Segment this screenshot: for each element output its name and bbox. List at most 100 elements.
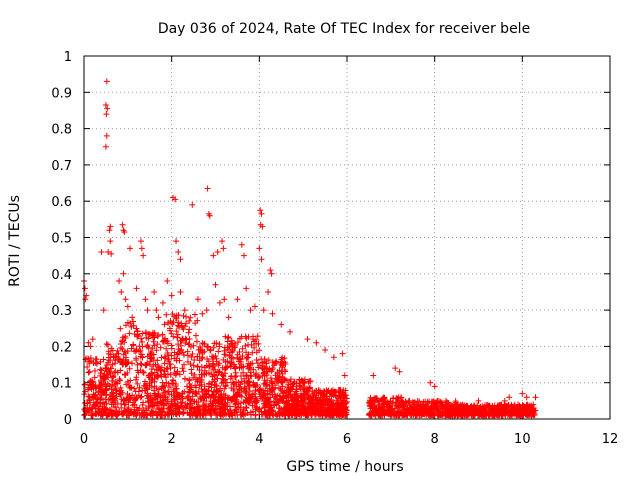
data-point: [118, 396, 125, 403]
data-point: [137, 367, 144, 374]
data-point: [200, 412, 207, 419]
data-point: [155, 405, 162, 412]
data-point: [255, 340, 262, 347]
data-point: [165, 388, 172, 395]
data-point: [213, 340, 220, 347]
data-point: [105, 348, 112, 355]
data-point: [432, 399, 439, 406]
data-point: [83, 409, 90, 416]
data-point: [268, 404, 275, 411]
data-point: [174, 368, 181, 375]
data-point: [186, 317, 193, 324]
data-point: [195, 346, 202, 353]
data-point: [245, 375, 252, 382]
data-point: [185, 341, 192, 348]
data-point: [212, 353, 219, 360]
data-point: [195, 399, 202, 406]
data-point: [159, 331, 166, 338]
data-point: [180, 349, 187, 356]
data-point: [108, 386, 115, 393]
data-point: [225, 314, 232, 321]
data-point: [503, 407, 510, 414]
data-point: [131, 385, 138, 392]
data-point: [214, 375, 221, 382]
data-point: [234, 339, 241, 346]
data-point: [168, 352, 175, 359]
data-point: [133, 325, 140, 332]
data-point: [305, 394, 312, 401]
data-point: [532, 407, 539, 414]
data-point: [245, 360, 252, 367]
data-point: [370, 372, 377, 379]
data-point: [124, 378, 131, 385]
data-point: [227, 408, 234, 415]
data-point: [501, 397, 508, 404]
data-point: [113, 350, 120, 357]
data-point: [126, 384, 133, 391]
data-point: [276, 393, 283, 400]
data-point: [199, 354, 206, 361]
data-point: [276, 398, 283, 405]
data-point: [444, 411, 451, 418]
data-point: [167, 365, 174, 372]
data-point: [306, 400, 313, 407]
data-point: [258, 409, 265, 416]
data-point: [144, 360, 151, 367]
data-point: [387, 406, 394, 413]
data-point: [341, 404, 348, 411]
data-point: [442, 401, 449, 408]
y-tick-label: 0.8: [51, 123, 72, 138]
data-point: [81, 285, 88, 292]
data-point: [396, 411, 403, 418]
data-point: [174, 351, 181, 358]
data-point: [163, 345, 170, 352]
data-points: [81, 78, 539, 419]
data-point: [246, 399, 253, 406]
data-point: [453, 409, 460, 416]
data-point: [133, 374, 140, 381]
data-point: [158, 412, 165, 419]
data-point: [285, 388, 292, 395]
data-point: [396, 368, 403, 375]
data-point: [195, 388, 202, 395]
data-point: [176, 357, 183, 364]
data-point: [109, 411, 116, 418]
data-point: [137, 238, 144, 245]
data-point: [164, 370, 171, 377]
data-point: [133, 404, 140, 411]
data-point: [213, 372, 220, 379]
data-point: [269, 411, 276, 418]
data-point: [272, 360, 279, 367]
y-tick-label: 0.9: [51, 86, 72, 101]
data-point: [232, 369, 239, 376]
data-point: [411, 403, 418, 410]
data-point: [194, 338, 201, 345]
data-point: [198, 371, 205, 378]
data-point: [148, 399, 155, 406]
data-point: [93, 360, 100, 367]
data-point: [139, 338, 146, 345]
data-point: [103, 383, 110, 390]
data-point: [108, 401, 115, 408]
data-point: [197, 395, 204, 402]
data-point: [134, 380, 141, 387]
data-point: [198, 364, 205, 371]
data-point: [321, 388, 328, 395]
data-point: [210, 252, 217, 259]
data-point: [189, 404, 196, 411]
data-point: [249, 333, 256, 340]
data-point: [219, 411, 226, 418]
data-point: [163, 365, 170, 372]
data-point: [100, 307, 107, 314]
data-point: [429, 412, 436, 419]
data-point: [134, 361, 141, 368]
y-tick-label: 0.6: [51, 195, 72, 210]
data-point: [98, 249, 105, 256]
data-point: [157, 399, 164, 406]
data-point: [194, 407, 201, 414]
data-point: [188, 370, 195, 377]
data-point: [169, 320, 176, 327]
data-point: [164, 340, 171, 347]
data-point: [205, 402, 212, 409]
data-point: [225, 395, 232, 402]
